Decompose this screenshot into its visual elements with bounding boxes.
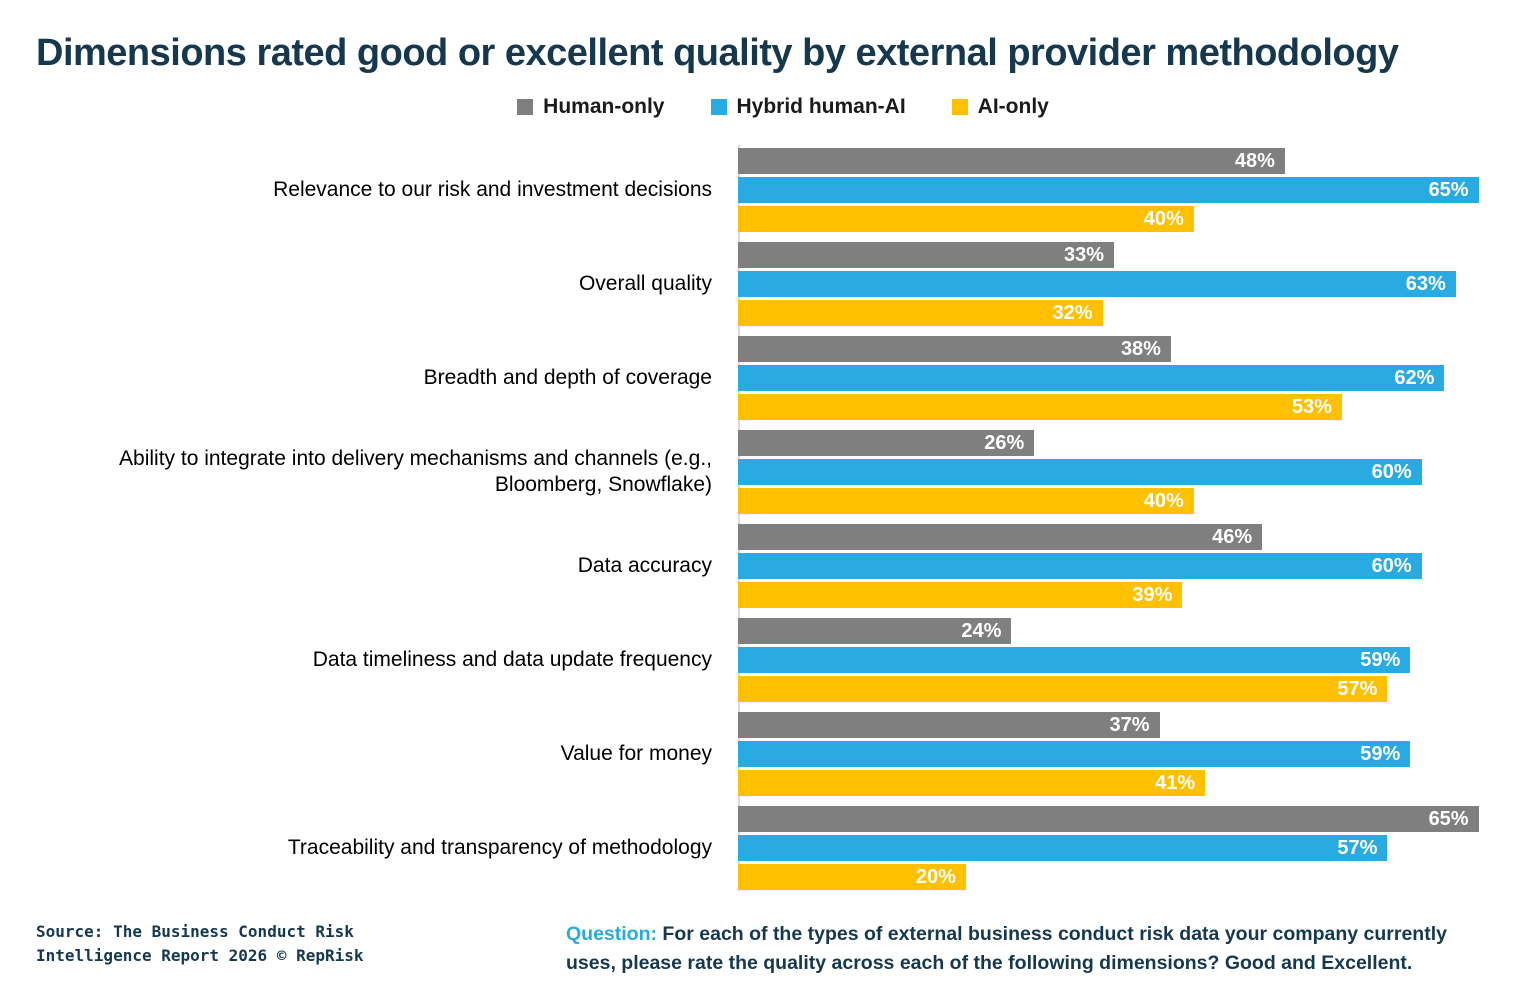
legend-label: AI-only xyxy=(977,95,1049,118)
category-label: Traceability and transparency of methodo… xyxy=(287,835,712,859)
bar-hybrid-human-ai: 65% xyxy=(738,177,1479,203)
source-line-1: Source: The Business Conduct Risk xyxy=(36,922,354,942)
bar-ai-only: 39% xyxy=(738,582,1183,608)
bar-group: 38% 62% 53% xyxy=(738,336,1490,420)
source-note: Source: The Business Conduct Risk Intell… xyxy=(36,920,556,966)
footer: Source: The Business Conduct Risk Intell… xyxy=(36,920,1490,977)
bar-ai-only: 40% xyxy=(738,206,1194,232)
bar-ai-only: 20% xyxy=(738,864,966,890)
bar-value-label: 33% xyxy=(1063,244,1104,266)
category-label: Value for money xyxy=(560,741,712,765)
chart-row: Value for money 37% 59% 41% xyxy=(36,707,1490,801)
source-line-2: Intelligence Report 2026 © RepRisk xyxy=(36,945,364,965)
bar-value-label: 46% xyxy=(1212,526,1253,548)
category-label: Data accuracy xyxy=(577,553,712,577)
bar-hybrid-human-ai: 63% xyxy=(738,271,1456,297)
bar-hybrid-human-ai: 60% xyxy=(738,459,1422,485)
legend-swatch-hybrid-human-ai xyxy=(710,99,727,115)
bar-value-label: 32% xyxy=(1052,302,1093,324)
bar-value-label: 65% xyxy=(1428,808,1469,830)
bar-human-only: 46% xyxy=(738,524,1263,550)
bar-ai-only: 53% xyxy=(738,394,1342,420)
chart-row: Breadth and depth of coverage 38% 62% 53% xyxy=(36,331,1490,425)
bar-hybrid-human-ai: 59% xyxy=(738,741,1411,767)
legend-label: Human-only xyxy=(543,95,665,118)
bar-value-label: 57% xyxy=(1337,837,1378,859)
question-text: For each of the types of external busine… xyxy=(566,923,1447,974)
category-label: Data timeliness and data update frequenc… xyxy=(312,647,712,671)
bar-ai-only: 41% xyxy=(738,770,1206,796)
bar-group: 65% 57% 20% xyxy=(738,806,1490,890)
bar-group: 46% 60% 39% xyxy=(738,524,1490,608)
bar-human-only: 26% xyxy=(738,430,1035,456)
bar-group: 26% 60% 40% xyxy=(738,430,1490,514)
chart-row: Relevance to our risk and investment dec… xyxy=(36,143,1490,237)
bar-value-label: 39% xyxy=(1132,584,1173,606)
category-label: Ability to integrate into delivery mecha… xyxy=(119,446,712,496)
bar-group: 48% 65% 40% xyxy=(738,148,1490,232)
bar-hybrid-human-ai: 59% xyxy=(738,647,1411,673)
bar-value-label: 37% xyxy=(1109,714,1150,736)
bar-value-label: 41% xyxy=(1155,772,1196,794)
question-emphasis: Good and Excellent. xyxy=(1224,951,1413,974)
bar-ai-only: 57% xyxy=(738,676,1388,702)
question-label: Question: xyxy=(566,923,657,946)
bar-value-label: 40% xyxy=(1143,208,1184,230)
bar-value-label: 20% xyxy=(915,866,956,888)
bar-hybrid-human-ai: 60% xyxy=(738,553,1422,579)
bar-value-label: 53% xyxy=(1291,396,1332,418)
chart-row: Overall quality 33% 63% 32% xyxy=(36,237,1490,331)
chart-legend: Human-only Hybrid human-AI AI-only xyxy=(76,95,1490,119)
legend-label: Hybrid human-AI xyxy=(736,95,906,118)
bar-value-label: 60% xyxy=(1371,461,1412,483)
bar-chart: Relevance to our risk and investment dec… xyxy=(36,143,1490,895)
bar-hybrid-human-ai: 57% xyxy=(738,835,1388,861)
chart-title: Dimensions rated good or excellent quali… xyxy=(36,32,1399,74)
bar-value-label: 24% xyxy=(961,620,1002,642)
bar-human-only: 48% xyxy=(738,148,1285,174)
bar-hybrid-human-ai: 62% xyxy=(738,365,1445,391)
bar-value-label: 60% xyxy=(1371,555,1412,577)
axis-line xyxy=(738,145,740,891)
category-label: Relevance to our risk and investment dec… xyxy=(273,177,712,201)
legend-item-ai-only: AI-only xyxy=(951,95,1049,119)
bar-group: 24% 59% 57% xyxy=(738,618,1490,702)
bar-value-label: 59% xyxy=(1360,649,1401,671)
chart-rows: Relevance to our risk and investment dec… xyxy=(36,143,1490,895)
chart-row: Data accuracy 46% 60% 39% xyxy=(36,519,1490,613)
bar-value-label: 63% xyxy=(1405,273,1446,295)
category-label: Breadth and depth of coverage xyxy=(423,365,712,389)
bar-ai-only: 40% xyxy=(738,488,1194,514)
legend-item-human-only: Human-only xyxy=(517,95,665,119)
bar-group: 33% 63% 32% xyxy=(738,242,1490,326)
bar-group: 37% 59% 41% xyxy=(738,712,1490,796)
bar-ai-only: 32% xyxy=(738,300,1103,326)
bar-human-only: 37% xyxy=(738,712,1160,738)
bar-human-only: 33% xyxy=(738,242,1114,268)
bar-value-label: 26% xyxy=(984,432,1025,454)
bar-value-label: 48% xyxy=(1234,150,1275,172)
bar-value-label: 57% xyxy=(1337,678,1378,700)
legend-item-hybrid-human-ai: Hybrid human-AI xyxy=(710,95,906,119)
chart-row: Ability to integrate into delivery mecha… xyxy=(36,425,1490,519)
bar-value-label: 59% xyxy=(1360,743,1401,765)
chart-row: Data timeliness and data update frequenc… xyxy=(36,613,1490,707)
bar-value-label: 62% xyxy=(1394,367,1435,389)
legend-swatch-human-only xyxy=(517,99,534,115)
bar-human-only: 24% xyxy=(738,618,1012,644)
bar-human-only: 38% xyxy=(738,336,1171,362)
chart-row: Traceability and transparency of methodo… xyxy=(36,801,1490,895)
category-label: Overall quality xyxy=(578,271,712,295)
bar-human-only: 65% xyxy=(738,806,1479,832)
bar-value-label: 65% xyxy=(1428,179,1469,201)
bar-value-label: 38% xyxy=(1120,338,1161,360)
bar-value-label: 40% xyxy=(1143,490,1184,512)
legend-swatch-ai-only xyxy=(951,99,968,115)
question-note: Question: For each of the types of exter… xyxy=(556,920,1490,977)
